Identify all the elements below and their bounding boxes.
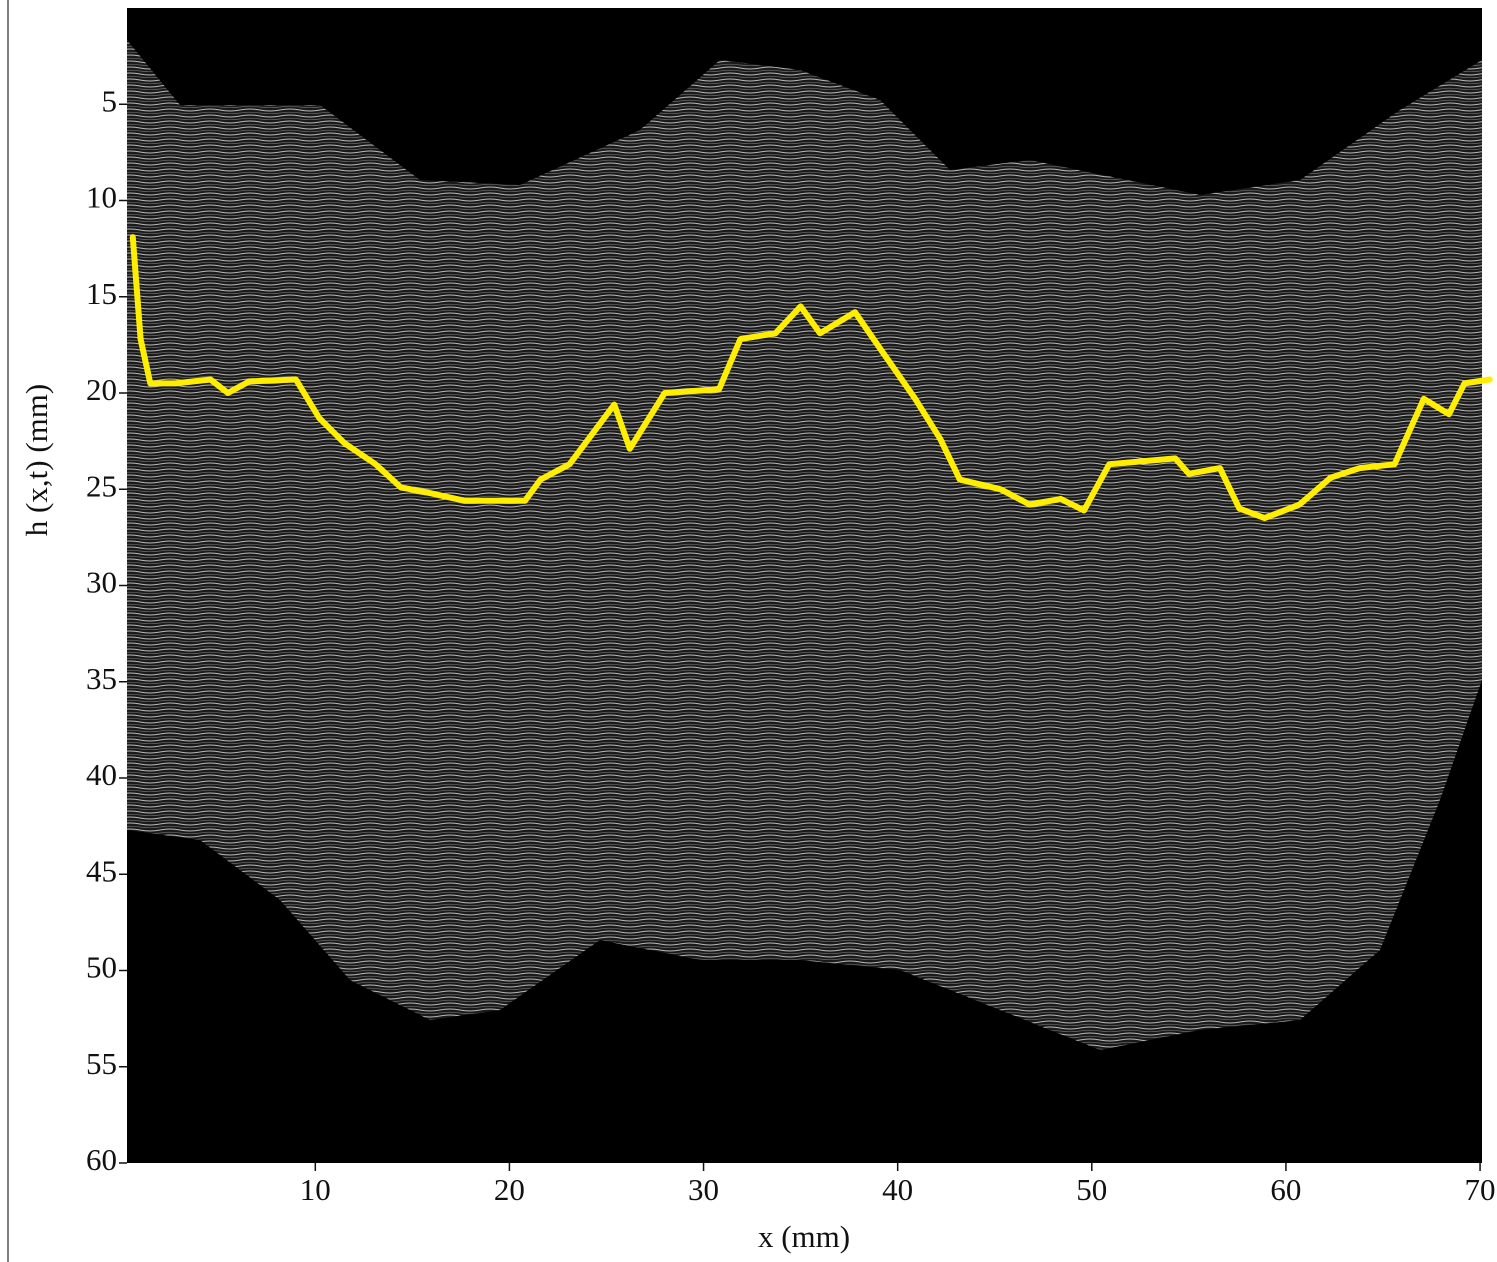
y-tick-label: 55	[86, 1046, 117, 1081]
x-tick-label: 40	[882, 1172, 913, 1207]
y-tick-label: 10	[86, 180, 117, 215]
front-line	[129, 234, 1493, 522]
x-tick-label: 10	[300, 1172, 331, 1207]
y-tick-label: 60	[86, 1142, 117, 1177]
y-tick-label: 15	[86, 276, 117, 311]
y-tick-label: 40	[86, 757, 117, 792]
y-axis-label: h (x,t) (mm)	[19, 384, 54, 536]
y-tick-label: 30	[86, 565, 117, 600]
x-tick-label: 50	[1076, 1172, 1107, 1207]
x-tick-label: 30	[688, 1172, 719, 1207]
y-tick-label: 20	[86, 372, 117, 407]
y-tick-label: 35	[86, 661, 117, 696]
y-tick-label: 45	[86, 853, 117, 888]
y-tick-label: 5	[102, 83, 118, 118]
y-tick-label: 25	[86, 468, 117, 503]
x-axis-label: x (mm)	[758, 1219, 850, 1254]
x-tick-label: 70	[1465, 1172, 1496, 1207]
y-tick-label: 50	[86, 950, 117, 985]
x-tick-label: 60	[1270, 1172, 1301, 1207]
front-texture	[127, 40, 1482, 1050]
x-tick-label: 20	[494, 1172, 525, 1207]
